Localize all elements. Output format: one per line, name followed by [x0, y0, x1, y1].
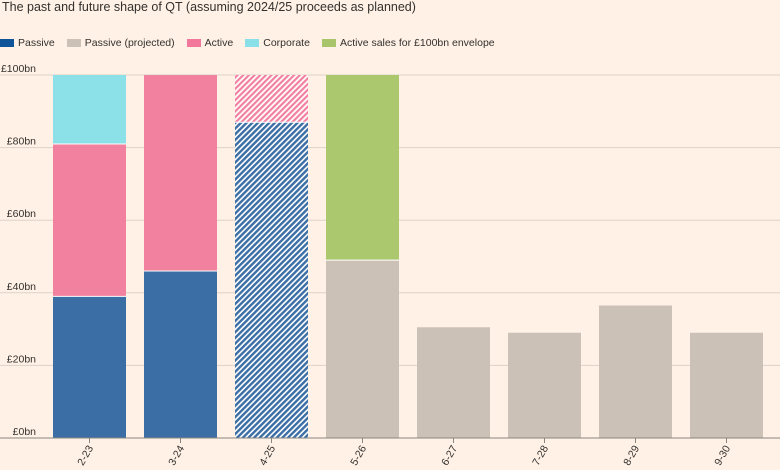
- bar-segment-passive: [144, 271, 217, 438]
- legend-item-active: Active: [186, 37, 234, 49]
- legend-label: Passive (projected): [84, 37, 175, 49]
- bar-stack: [417, 327, 490, 438]
- bar-segment-passive: [53, 296, 126, 438]
- x-tick-label: 3-24: [166, 443, 187, 467]
- x-tick-label: 4-25: [257, 443, 278, 467]
- y-tick-label: £20bn: [7, 353, 36, 365]
- x-tick-label: 6-27: [439, 443, 460, 467]
- bar-segment-active: [53, 143, 126, 297]
- legend-swatch: [66, 39, 81, 47]
- bars: [53, 75, 763, 438]
- legend-swatch: [321, 39, 336, 47]
- legend-item-corporate: Corporate: [245, 37, 310, 49]
- y-tick-label: £100bn: [1, 63, 36, 75]
- bar-stack: [599, 305, 672, 438]
- x-tick-label: 9-30: [712, 443, 733, 467]
- bar-segment-passive-projected: [326, 260, 399, 438]
- bar-segment-active: [144, 75, 217, 272]
- x-tick-label: 7-28: [530, 443, 551, 467]
- legend-swatch: [0, 39, 14, 47]
- legend-item-active-envelope: Active sales for £100bn envelope: [321, 37, 495, 49]
- legend-label: Active: [204, 37, 234, 49]
- bar-segment-active-envelope: [326, 75, 399, 261]
- chart-subtitle: The past and future shape of QT (assumin…: [2, 0, 416, 14]
- bar-stack: [144, 75, 217, 438]
- x-tick-label: 8-29: [621, 443, 642, 467]
- legend-label: Corporate: [263, 37, 310, 49]
- bar-segment-passive: [235, 122, 308, 438]
- bar-stack: [508, 332, 581, 438]
- legend-item-passive: Passive: [0, 37, 55, 49]
- bar-segment-active: [235, 75, 308, 123]
- bar-stack: [326, 75, 399, 438]
- y-tick-label: £80bn: [7, 136, 36, 148]
- bar-stack: [235, 75, 308, 438]
- y-tick-label: £0bn: [13, 426, 37, 438]
- x-tick-label: 5-26: [348, 443, 369, 467]
- bar-stack: [690, 332, 763, 438]
- x-tick-label: 2-23: [75, 443, 96, 467]
- y-tick-label: £40bn: [7, 281, 36, 293]
- bar-segment-passive-projected: [417, 327, 490, 438]
- bar-segment-passive-projected: [690, 332, 763, 438]
- bar-segment-passive-projected: [508, 332, 581, 438]
- legend-item-passive-projected: Passive (projected): [66, 37, 175, 49]
- legend-label: Passive: [18, 37, 55, 49]
- legend-label: Active sales for £100bn envelope: [339, 37, 495, 49]
- bar-stack: [53, 75, 126, 438]
- bar-segment-corporate: [53, 75, 126, 144]
- legend-swatch: [245, 39, 260, 47]
- y-tick-label: £60bn: [7, 208, 36, 220]
- bar-segment-passive-projected: [599, 305, 672, 438]
- legend: Passive Passive (projected) Active Corporat…: [0, 37, 507, 49]
- legend-swatch: [186, 39, 201, 47]
